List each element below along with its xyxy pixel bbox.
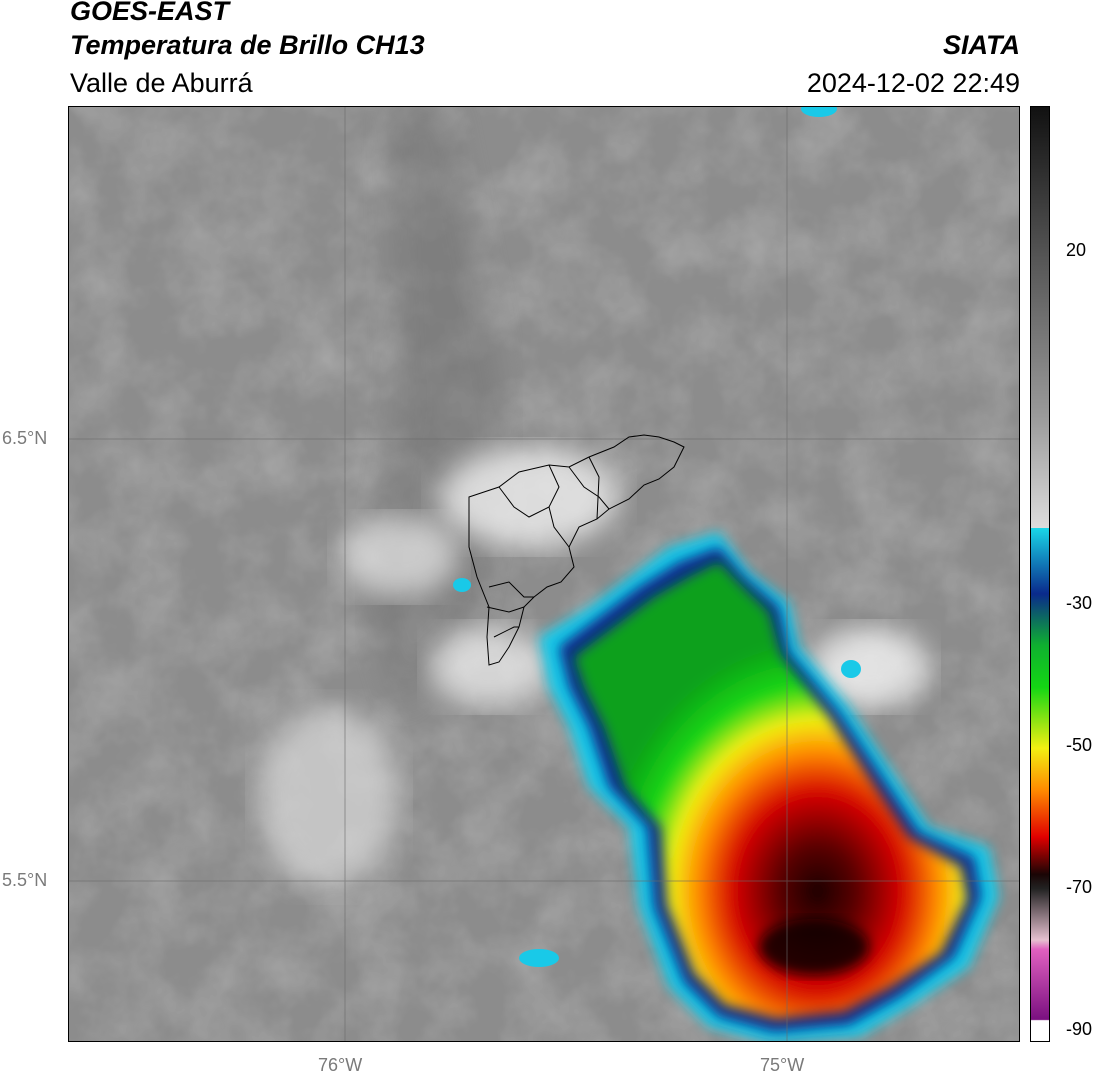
colorbar [1030,106,1050,1042]
colorbar-tick: 20 [1066,240,1087,260]
cyan-spot [453,578,471,592]
lat-label-6-5: 6.5°N [2,428,48,448]
region-label: Valle de Aburrá [70,68,253,98]
lat-label-5-5: 5.5°N [2,870,48,890]
colorbar-tick: -30 [1066,593,1093,613]
colorbar-tick: -50 [1066,735,1093,755]
cyan-spot [801,107,837,117]
satellite-title: GOES-EAST [70,0,230,26]
product-title: Temperatura de Brillo CH13 [70,30,425,60]
municipal-boundaries [468,434,685,666]
colorbar-gradient [1031,107,1049,1041]
datetime-label: 2024-12-02 22:49 [806,68,1020,98]
storm-core [574,562,967,1019]
graticule [69,107,1019,1041]
cyan-spot [519,949,559,967]
colorbar-tick: -90 [1066,1019,1093,1039]
cyan-spot [841,660,861,678]
lon-label-76: 76°W [318,1055,363,1075]
map-canvas [69,107,1019,1041]
lon-label-75: 75°W [760,1055,805,1075]
brightness-temperature-map[interactable] [68,106,1020,1042]
agency-label: SIATA [943,30,1020,60]
colorbar-tick: -70 [1066,877,1093,897]
